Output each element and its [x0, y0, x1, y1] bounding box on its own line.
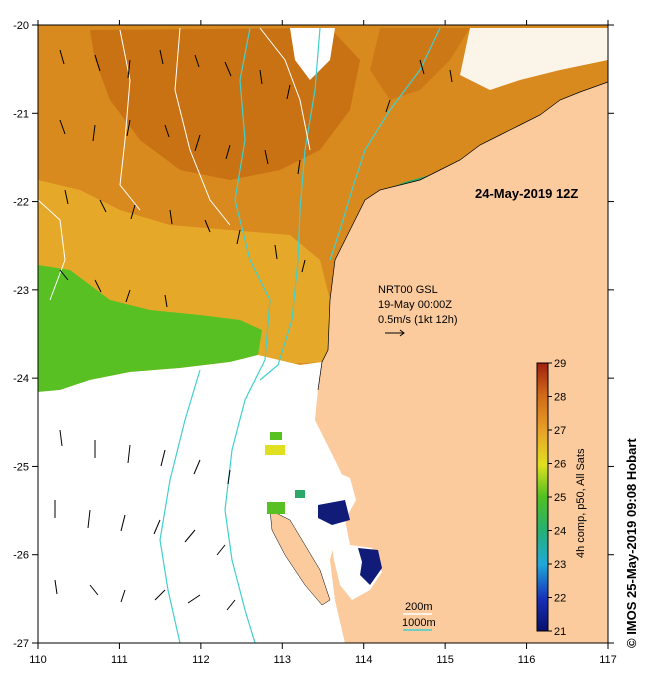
x-tick-label: 116 — [518, 654, 536, 666]
colorbar-tick-label: 28 — [554, 392, 566, 404]
colorbar-tick-label: 21 — [554, 626, 566, 638]
date-label: 24-May-2019 12Z — [475, 186, 578, 201]
colorbar-ticks: 29 28 27 26 25 24 23 22 21 — [548, 358, 566, 638]
dirk-hartog-island — [269, 509, 331, 606]
depth-legend-1000: 1000m — [402, 617, 436, 629]
colorbar-tick-label: 27 — [554, 425, 566, 437]
y-tick-label: -20 — [13, 20, 29, 32]
x-tick-label: 113 — [274, 654, 292, 666]
colorbar-tick-label: 23 — [554, 559, 566, 571]
current-vectors — [54, 49, 453, 611]
current-source-label: NRT00 GSL — [378, 284, 438, 296]
y-tick-label: -22 — [13, 197, 29, 209]
cape-land — [315, 82, 608, 643]
cloud-patch-north — [290, 28, 335, 80]
colorbar-title: 4h comp, p50, All Sats — [575, 448, 587, 558]
credit-label: © IMOS 25-May-2019 09:08 Hobart — [624, 438, 639, 648]
colorbar-tick-label: 25 — [554, 492, 566, 504]
y-tick-label: -26 — [13, 550, 29, 562]
depth-legend-200: 200m — [405, 601, 433, 613]
isobath-200m — [38, 27, 311, 301]
coastline — [317, 81, 608, 391]
colorbar-tick-label: 22 — [554, 593, 566, 605]
y-tick-label: -25 — [13, 461, 29, 473]
patch-teal — [295, 490, 305, 498]
y-axis: -20 -21 -22 -23 -24 -25 -26 -27 — [13, 20, 614, 650]
y-tick-label: -23 — [13, 285, 29, 297]
plot-frame — [37, 24, 609, 644]
y-tick-label: -27 — [13, 638, 29, 650]
patch-green — [270, 432, 282, 440]
scale-arrow-icon — [385, 329, 405, 337]
x-tick-label: 110 — [29, 654, 47, 666]
colorbar-tick-label: 26 — [554, 459, 566, 471]
colorbar-tick-label: 24 — [554, 526, 566, 538]
plot-area — [38, 25, 608, 643]
y-tick-label: -24 — [13, 373, 29, 385]
x-tick-label: 112 — [192, 654, 210, 666]
patch-green-2 — [267, 502, 285, 514]
shark-bay-cool — [318, 500, 350, 525]
y-tick-label: -21 — [13, 108, 29, 120]
x-tick-label: 114 — [355, 654, 373, 666]
x-tick-label: 115 — [436, 654, 454, 666]
x-tick-label: 117 — [599, 654, 617, 666]
isobath-1000m — [159, 27, 441, 643]
current-scale-label: 0.5m/s (1kt 12h) — [378, 314, 457, 326]
colorbar — [536, 362, 549, 632]
x-tick-label: 111 — [111, 654, 128, 666]
x-axis: 110 111 112 113 114 115 116 117 — [29, 20, 617, 666]
colorbar-tick-label: 29 — [554, 358, 566, 370]
sst-hot-core — [90, 28, 360, 180]
sst-green-band — [38, 265, 262, 392]
current-time-label: 19-May 00:00Z — [378, 299, 452, 311]
shark-bay-cool-2 — [358, 548, 382, 585]
no-data-region — [38, 355, 348, 643]
patch-yellow — [265, 445, 285, 455]
cloud-patch-ne — [460, 28, 608, 90]
sst-hot-core-2 — [370, 28, 470, 100]
